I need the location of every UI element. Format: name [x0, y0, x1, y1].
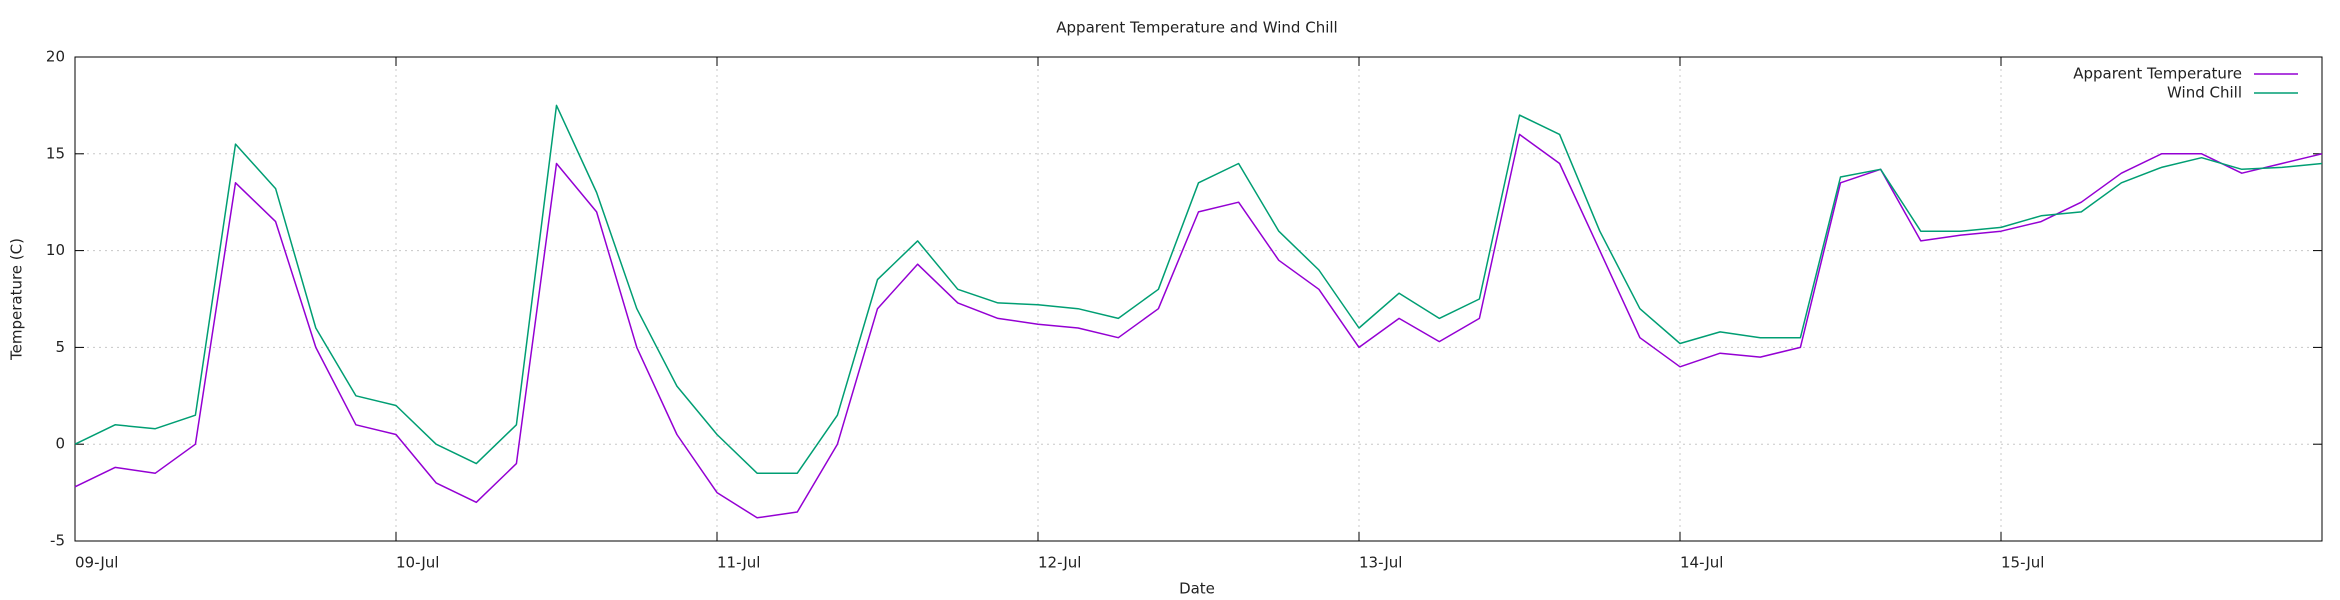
legend-label: Wind Chill [2167, 84, 2242, 102]
y-axis-label: Temperature (C) [8, 238, 26, 361]
y-tick-label: 5 [55, 338, 65, 356]
series-line [74, 104, 2323, 474]
legend-label: Apparent Temperature [2073, 65, 2242, 83]
x-tick-label: 15-Jul [2001, 554, 2044, 572]
y-tick-label: 10 [46, 241, 65, 259]
x-tick-label: 14-Jul [1680, 554, 1723, 572]
x-axis-label: Date [1179, 580, 1215, 598]
x-tick-label: 12-Jul [1038, 554, 1081, 572]
y-tick-label: 20 [46, 48, 65, 66]
x-tick-label: 10-Jul [396, 554, 439, 572]
chart-title: Apparent Temperature and Wind Chill [1056, 19, 1337, 37]
y-tick-label: 15 [46, 144, 65, 162]
y-tick-label: -5 [50, 532, 65, 550]
y-tick-label: 0 [55, 435, 65, 453]
x-tick-label: 09-Jul [75, 554, 118, 572]
x-tick-label: 13-Jul [1359, 554, 1402, 572]
x-tick-label: 11-Jul [717, 554, 760, 572]
series-line [74, 133, 2323, 519]
plot-frame [74, 56, 2323, 542]
